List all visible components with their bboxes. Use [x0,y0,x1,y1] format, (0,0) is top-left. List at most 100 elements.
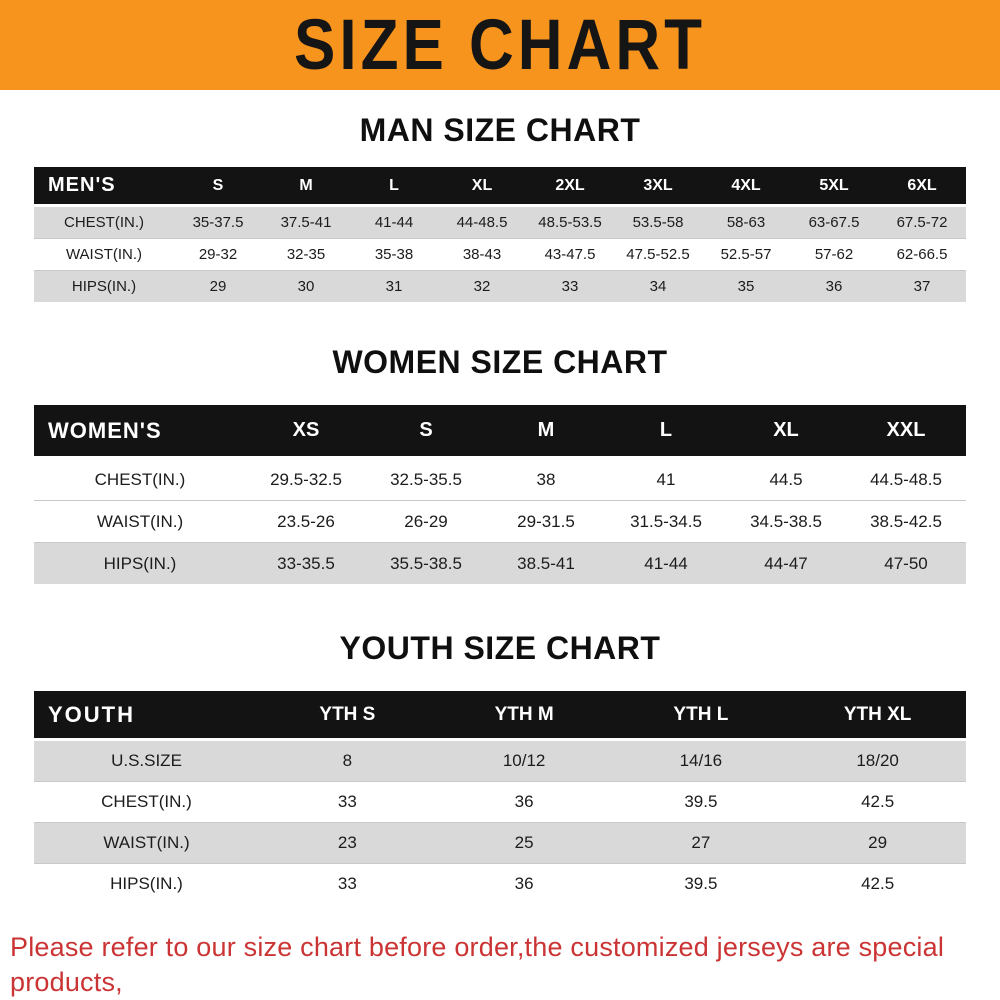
size-header-cell: S [212,176,224,194]
row-label: WAIST(IN.) [34,822,259,864]
men-hips-row: HIPS(IN.) 29 30 31 32 33 34 35 36 37 [34,270,966,302]
value-cell: 34.5-38.5 [726,500,846,543]
banner-title: SIZE CHART [294,5,706,85]
value-cell: 33 [259,863,436,904]
value-cell: 44-48.5 [438,205,526,239]
women-section-heading: WOMEN SIZE CHART [332,344,668,380]
value-cell: 35 [702,270,790,302]
value-cell: 67.5-72 [878,205,966,239]
value-cell: 35-37.5 [174,205,262,239]
youth-ussize-row: U.S.SIZE 8 10/12 14/16 18/20 [34,739,966,782]
value-cell: 38 [486,457,606,501]
size-header-cell: XS [292,419,320,441]
size-header-cell: L [389,176,399,194]
value-cell: 63-67.5 [790,205,878,239]
value-cell: 26-29 [366,500,486,543]
value-cell: 32.5-35.5 [366,457,486,501]
women-header-row: WOMEN'S XS S M L XL XXL [34,405,966,458]
value-cell: 14/16 [612,739,790,782]
row-label: U.S.SIZE [34,739,259,782]
order-policy-note: Please refer to our size chart before or… [0,930,1000,1000]
women-table-title: WOMEN'S [48,417,162,443]
size-header-cell: XL [471,176,493,194]
youth-table-title: YOUTH [48,701,135,727]
value-cell: 27 [612,822,790,864]
value-cell: 29.5-32.5 [246,457,366,501]
value-cell: 37 [878,270,966,302]
value-cell: 34 [614,270,702,302]
size-header-cell: 5XL [819,176,849,194]
value-cell: 31 [350,270,438,302]
women-size-table: WOMEN'S XS S M L XL XXL CHEST(IN.) 29.5-… [34,405,966,584]
size-header-cell: XL [773,419,799,441]
value-cell: 8 [259,739,436,782]
value-cell: 37.5-41 [262,205,350,239]
value-cell: 36 [790,270,878,302]
value-cell: 35.5-38.5 [366,542,486,584]
women-hips-row: HIPS(IN.) 33-35.5 35.5-38.5 38.5-41 41-4… [34,542,966,584]
value-cell: 41-44 [350,205,438,239]
value-cell: 53.5-58 [614,205,702,239]
size-header-cell: 2XL [555,176,585,194]
value-cell: 32 [438,270,526,302]
size-header-cell: M [537,419,555,441]
value-cell: 38-43 [438,238,526,271]
women-chest-row: CHEST(IN.) 29.5-32.5 32.5-35.5 38 41 44.… [34,457,966,501]
men-waist-row: WAIST(IN.) 29-32 32-35 35-38 38-43 43-47… [34,238,966,271]
size-header-cell: M [299,176,313,194]
size-header-cell: 4XL [731,176,761,194]
value-cell: 41 [606,457,726,501]
value-cell: 18/20 [789,739,966,782]
size-header-cell: YTH S [319,703,376,725]
value-cell: 33 [526,270,614,302]
size-header-cell: S [419,419,433,441]
men-size-table: MEN'S S M L XL 2XL 3XL 4XL 5XL 6XL CHEST… [34,167,966,302]
men-chest-row: CHEST(IN.) 35-37.5 37.5-41 41-44 44-48.5… [34,205,966,239]
youth-hips-row: HIPS(IN.) 33 36 39.5 42.5 [34,863,966,904]
row-label: HIPS(IN.) [34,863,259,904]
value-cell: 23.5-26 [246,500,366,543]
value-cell: 58-63 [702,205,790,239]
youth-section-heading: YOUTH SIZE CHART [339,630,661,666]
row-label: HIPS(IN.) [34,542,246,584]
value-cell: 44.5 [726,457,846,501]
value-cell: 23 [259,822,436,864]
value-cell: 48.5-53.5 [526,205,614,239]
value-cell: 33 [259,781,436,823]
row-label: CHEST(IN.) [34,781,259,823]
size-header-cell: YTH L [673,703,729,725]
youth-header-row: YOUTH YTH S YTH M YTH L YTH XL [34,691,966,740]
value-cell: 29-32 [174,238,262,271]
value-cell: 29 [789,822,966,864]
row-label: WAIST(IN.) [34,500,246,543]
value-cell: 57-62 [790,238,878,271]
row-label: CHEST(IN.) [34,457,246,501]
size-header-cell: YTH XL [843,703,912,725]
youth-chest-row: CHEST(IN.) 33 36 39.5 42.5 [34,781,966,823]
value-cell: 25 [435,822,613,864]
value-cell: 39.5 [612,781,790,823]
value-cell: 36 [435,781,613,823]
value-cell: 41-44 [606,542,726,584]
youth-waist-row: WAIST(IN.) 23 25 27 29 [34,822,966,864]
value-cell: 47.5-52.5 [614,238,702,271]
size-header-cell: 3XL [643,176,673,194]
order-policy-line-1: Please refer to our size chart before or… [10,932,945,997]
value-cell: 39.5 [612,863,790,904]
value-cell: 10/12 [435,739,613,782]
value-cell: 52.5-57 [702,238,790,271]
row-label: HIPS(IN.) [34,270,174,302]
value-cell: 30 [262,270,350,302]
value-cell: 29-31.5 [486,500,606,543]
value-cell: 35-38 [350,238,438,271]
youth-size-table: YOUTH YTH S YTH M YTH L YTH XL U.S.SIZE … [34,691,966,904]
value-cell: 42.5 [789,781,966,823]
value-cell: 38.5-42.5 [846,500,966,543]
value-cell: 47-50 [846,542,966,584]
value-cell: 33-35.5 [246,542,366,584]
value-cell: 43-47.5 [526,238,614,271]
row-label: CHEST(IN.) [34,205,174,239]
size-header-cell: L [659,419,673,441]
size-header-cell: YTH M [494,703,554,725]
value-cell: 38.5-41 [486,542,606,584]
